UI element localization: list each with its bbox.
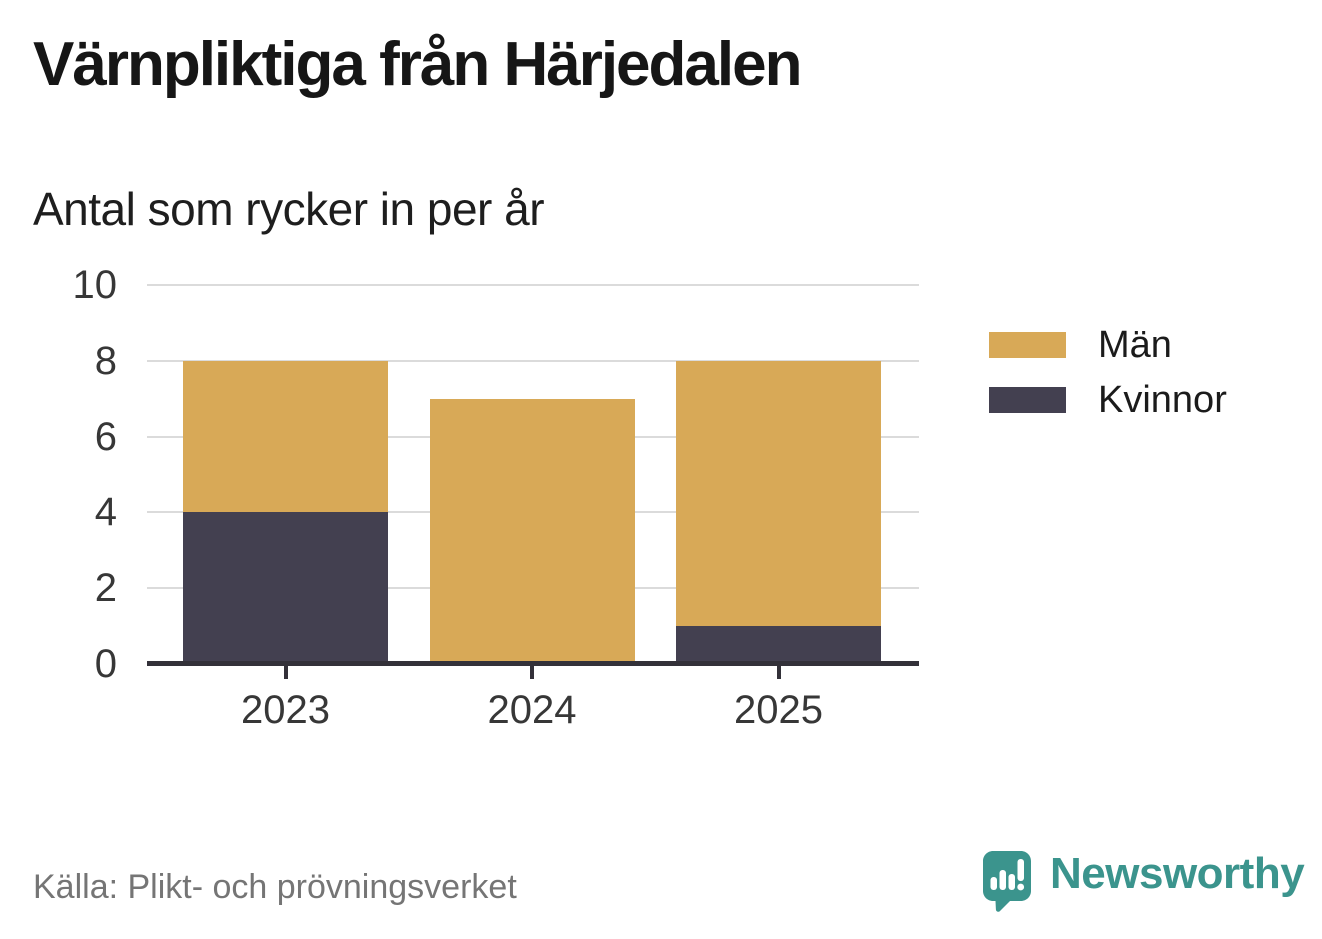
legend-swatch-men xyxy=(989,332,1066,358)
chart-subtitle: Antal som rycker in per år xyxy=(33,183,545,235)
x-tick-mark-2023 xyxy=(283,666,288,679)
bar-segment-män-2025 xyxy=(676,360,881,627)
x-tick-label-2025: 2025 xyxy=(734,688,823,732)
y-tick-label-2: 2 xyxy=(94,566,117,611)
gridline-8 xyxy=(147,359,919,362)
y-tick-label-8: 8 xyxy=(94,338,117,383)
legend: Män Kvinnor xyxy=(989,326,1227,442)
plot-area xyxy=(147,284,919,664)
legend-item-men: Män xyxy=(989,326,1227,364)
newsworthy-bubble-chart-icon xyxy=(983,851,1031,912)
page-title: Värnpliktiga från Härjedalen xyxy=(33,30,802,99)
x-tick-mark-2024 xyxy=(530,666,534,679)
gridline-10 xyxy=(147,284,919,286)
y-tick-label-10: 10 xyxy=(72,263,118,307)
x-tick-label-2023: 2023 xyxy=(241,688,330,732)
x-tick-mark-2025 xyxy=(776,666,781,679)
bar-segment-kvinnor-2025 xyxy=(676,626,881,664)
y-tick-label-6: 6 xyxy=(94,414,117,459)
source-text: Källa: Plikt- och prövningsverket xyxy=(33,868,517,906)
legend-swatch-women xyxy=(989,387,1066,413)
bar-segment-kvinnor-2023 xyxy=(183,512,388,664)
newsworthy-wordmark: Newsworthy xyxy=(1050,849,1305,898)
legend-label-men: Män xyxy=(1098,324,1172,366)
y-tick-label-0: 0 xyxy=(94,642,117,686)
bar-segment-män-2024 xyxy=(429,398,635,664)
bar-segment-män-2023 xyxy=(183,360,388,513)
x-tick-label-2024: 2024 xyxy=(487,688,577,732)
y-tick-label-4: 4 xyxy=(94,490,117,535)
newsworthy-logo: Newsworthy xyxy=(982,846,1312,916)
legend-item-women: Kvinnor xyxy=(989,381,1227,419)
legend-label-women: Kvinnor xyxy=(1098,379,1227,421)
x-axis-line xyxy=(147,661,919,666)
